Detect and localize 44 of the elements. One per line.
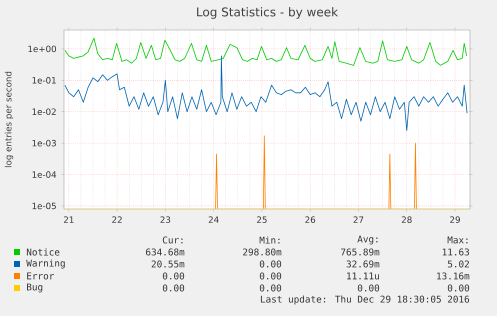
legend-label: Bug [27, 284, 42, 292]
text: 20.55m [152, 260, 184, 268]
text: Cur: [162, 236, 182, 244]
y-tick-label: 1e-05 [32, 202, 56, 210]
y-tick-label: 1e-01 [32, 77, 56, 84]
text: 765.89m [341, 248, 380, 256]
y-tick-label: 1e-03 [32, 140, 56, 146]
y-tick-label: 1e+00 [28, 46, 56, 52]
text: 0.00 [260, 260, 282, 268]
text: 0.00 [358, 284, 380, 292]
text: Max: [448, 236, 468, 244]
text: 5.02 [448, 260, 469, 268]
x-tick-label: 27 [354, 216, 364, 223]
x-tick-label: 24 [208, 216, 219, 223]
text: Last update: Thu Dec 29 18:30:05 2016 [260, 295, 470, 305]
text: 11.63 [442, 248, 470, 256]
text: 298.80m [243, 248, 282, 256]
line-series [64, 38, 468, 66]
y-tick-label: 1e-04 [32, 171, 56, 178]
text: 13.16m [437, 272, 470, 280]
text: 11.11u [347, 272, 379, 280]
legend-label: Error [27, 272, 54, 280]
text: 0.00 [260, 284, 282, 292]
x-tick-label: 28 [402, 216, 412, 223]
legend-label: Warning [26, 259, 65, 269]
x-tick-label: 29 [450, 216, 460, 223]
text: 0.00 [448, 284, 470, 292]
x-tick-label: 23 [160, 216, 170, 223]
x-tick-label: 21 [64, 216, 74, 223]
text: 0.00 [162, 272, 184, 280]
x-tick-label: 26 [305, 216, 316, 223]
text: 0.00 [162, 284, 184, 292]
line-series [64, 55, 468, 132]
chart-title: Log Statistics - by week [197, 7, 338, 19]
legend-label: Notice [26, 248, 60, 256]
text: 0.00 [260, 272, 282, 280]
text: Avg: [357, 236, 378, 244]
x-tick-label: 22 [112, 216, 122, 223]
text: 634.68m [146, 248, 184, 256]
y-tick-label: 1e-02 [32, 108, 56, 115]
y-axis-title: log entries per second [4, 72, 14, 168]
text: Min: [260, 236, 280, 244]
x-tick-label: 25 [257, 216, 267, 223]
text: 32.69m [346, 260, 380, 268]
